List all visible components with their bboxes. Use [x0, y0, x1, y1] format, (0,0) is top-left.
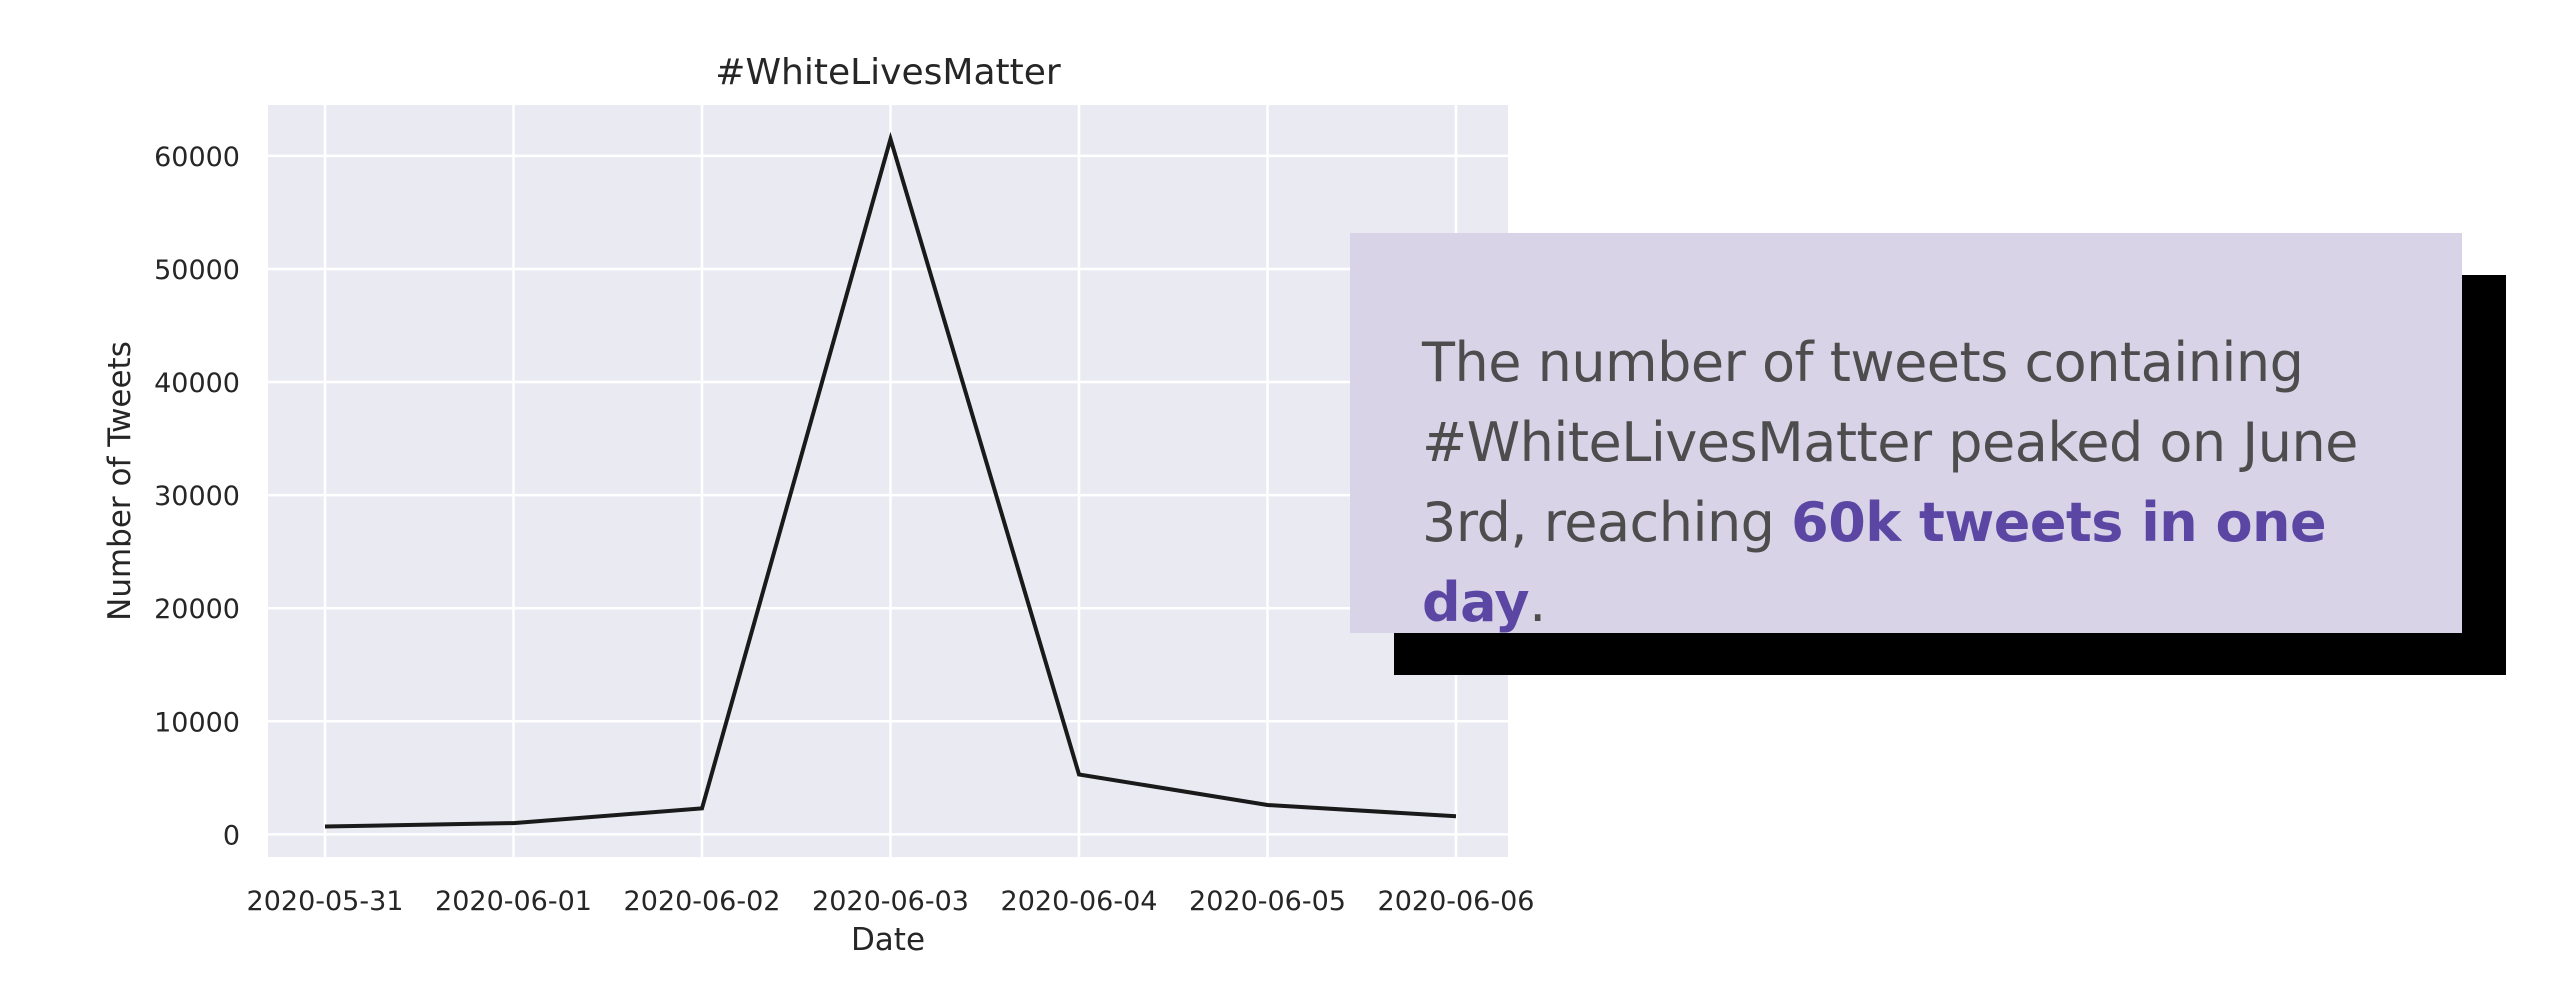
- y-tick-label: 40000: [154, 368, 240, 399]
- callout-box: The number of tweets containing #WhiteLi…: [1350, 233, 2462, 634]
- chart-title: #WhiteLivesMatter: [715, 52, 1061, 93]
- grid: [268, 105, 1508, 857]
- y-tick-label: 20000: [154, 594, 240, 625]
- x-tick-label: 2020-05-31: [247, 886, 404, 917]
- y-tick-label: 0: [223, 820, 240, 851]
- x-tick-label: 2020-06-04: [1001, 886, 1158, 917]
- series-line: [324, 131, 1457, 829]
- callout-text: The number of tweets containing #WhiteLi…: [1422, 323, 2422, 643]
- x-tick-label: 2020-06-02: [624, 886, 781, 917]
- callout-highlight: 60k tweets in one day: [1422, 491, 2327, 634]
- callout-text-start: The number of tweets containing #WhiteLi…: [1422, 331, 2358, 554]
- x-tick-label: 2020-06-06: [1378, 886, 1535, 917]
- x-axis-ticks: 2020-05-31 2020-06-01 2020-06-02 2020-06-03…: [247, 886, 1535, 917]
- y-tick-label: 30000: [154, 481, 240, 512]
- x-axis-label: Date: [851, 922, 925, 958]
- y-tick-label: 10000: [154, 707, 240, 738]
- x-tick-label: 2020-06-05: [1189, 886, 1346, 917]
- y-axis-label: Number of Tweets: [102, 341, 138, 621]
- callout-text-end: .: [1529, 571, 1546, 634]
- y-tick-label: 50000: [154, 255, 240, 286]
- x-tick-label: 2020-06-03: [812, 886, 969, 917]
- plot-area: [268, 105, 1508, 857]
- x-tick-label: 2020-06-01: [435, 886, 592, 917]
- y-tick-label: 60000: [154, 142, 240, 173]
- y-axis-ticks: 0 10000 20000 30000 40000 50000 60000: [154, 142, 240, 851]
